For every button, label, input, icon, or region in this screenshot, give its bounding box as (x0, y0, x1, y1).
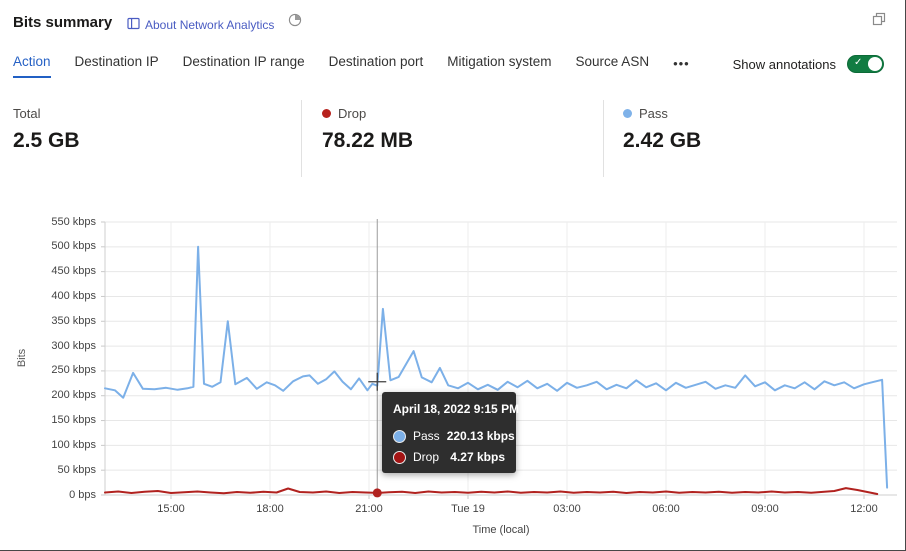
show-annotations-label: Show annotations (732, 56, 836, 72)
stat-card-pass[interactable]: Pass 2.42 GB (623, 106, 701, 153)
docs-book-icon (127, 17, 140, 35)
stat-value: 78.22 MB (322, 129, 414, 152)
stat-label: Total (13, 106, 41, 121)
tab-destination-ip[interactable]: Destination IP (74, 54, 159, 69)
page-title: Bits summary (13, 14, 113, 31)
annotations-toggle[interactable]: ✓ (847, 55, 884, 73)
stat-label: Pass (639, 106, 668, 121)
drop-dot (393, 450, 406, 464)
stat-label: Drop (338, 106, 367, 121)
tooltip-row-drop: Drop 4.27 kbps (393, 450, 505, 464)
expand-restore-icon[interactable] (872, 12, 887, 32)
chart-tooltip: April 18, 2022 9:15 PM Pass 220.13 kbps … (382, 392, 520, 473)
y-tick-label: 550 kbps (51, 215, 96, 228)
card-divider (301, 100, 302, 177)
card-divider (603, 100, 604, 177)
y-tick-label: 200 kbps (51, 389, 96, 402)
stat-card-total[interactable]: Total 2.5 GB (13, 106, 80, 153)
pass-dot (393, 429, 406, 443)
tooltip-timestamp: April 18, 2022 9:15 PM (393, 402, 520, 416)
toggle-knob (868, 57, 882, 71)
more-tabs-button[interactable]: ••• (673, 56, 690, 71)
y-tick-label: 450 kbps (51, 265, 96, 278)
y-tick-label: 250 kbps (51, 364, 96, 377)
tooltip-series-value: 4.27 kbps (450, 450, 505, 464)
stat-value: 2.42 GB (623, 129, 702, 152)
y-tick-label: 150 kbps (51, 414, 96, 427)
stat-value: 2.5 GB (13, 129, 80, 152)
tooltip-series-value: 220.13 kbps (446, 429, 515, 443)
y-tick-label: 0 bps (69, 488, 96, 501)
traffic-chart[interactable] (0, 205, 906, 551)
y-tick-label: 500 kbps (51, 240, 96, 253)
x-tick-label: 15:00 (157, 503, 185, 515)
tooltip-row-pass: Pass 220.13 kbps (393, 429, 515, 443)
x-tick-label: 12:00 (850, 503, 878, 515)
x-axis-title: Time (local) (472, 524, 530, 536)
y-tick-label: 50 kbps (57, 463, 96, 476)
y-tick-label: 400 kbps (51, 289, 96, 302)
dimension-tabs: Action Destination IP Destination IP range… (13, 54, 690, 78)
pass-dot (623, 109, 632, 118)
summary-cards: Total 2.5 GB Drop 78.22 MB Pass 2.42 GB (0, 100, 905, 178)
tooltip-series-label: Pass (413, 429, 440, 443)
x-tick-label: 03:00 (553, 503, 581, 515)
tab-mitigation-system[interactable]: Mitigation system (447, 54, 552, 69)
check-icon: ✓ (854, 57, 863, 68)
y-axis-title: Bits (16, 348, 29, 368)
stat-card-drop[interactable]: Drop 78.22 MB (322, 106, 413, 153)
tooltip-series-label: Drop (413, 450, 440, 464)
y-tick-label: 100 kbps (51, 438, 96, 451)
x-tick-label: 21:00 (355, 503, 383, 515)
x-tick-label: 06:00 (652, 503, 680, 515)
x-tick-label: Tue 19 (451, 503, 485, 515)
tab-source-asn[interactable]: Source ASN (575, 54, 650, 69)
y-tick-label: 300 kbps (51, 339, 96, 352)
time-period-icon[interactable] (288, 13, 302, 32)
y-tick-label: 350 kbps (51, 314, 96, 327)
tab-action[interactable]: Action (13, 54, 51, 78)
x-tick-label: 09:00 (751, 503, 779, 515)
x-tick-label: 18:00 (256, 503, 284, 515)
tab-destination-port[interactable]: Destination port (328, 54, 424, 69)
drop-dot (322, 109, 331, 118)
tab-destination-ip-range[interactable]: Destination IP range (182, 54, 305, 69)
show-annotations-control: Show annotations ✓ (733, 55, 884, 73)
about-network-analytics-link[interactable]: About Network Analytics (145, 18, 275, 32)
